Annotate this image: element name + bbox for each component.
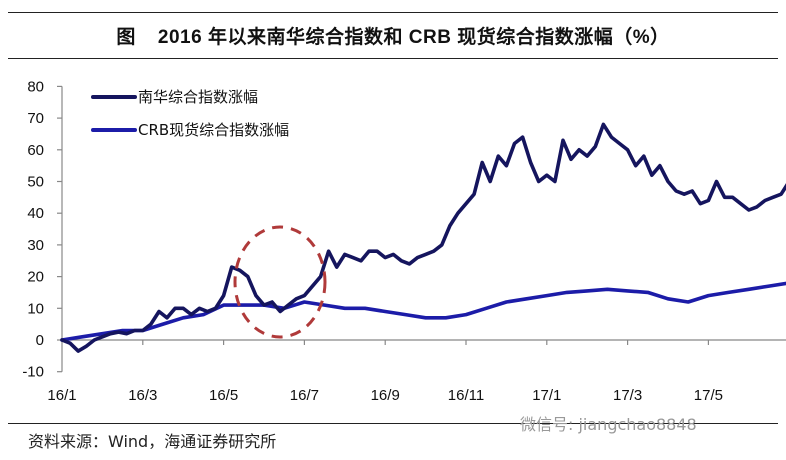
wechat-watermark: 微信号: jiangchao8848	[520, 415, 697, 434]
line-chart: -10 0 10 20 30 40 50 60 70 80 16/1 16/3 16/5 16/7 16/9…	[22, 78, 786, 404]
chart-title-text: 2016 年以来南华综合指数和 CRB 现货综合指数涨幅（%）	[157, 27, 670, 48]
y-tick-label: 40	[27, 205, 44, 222]
series-layer	[60, 122, 786, 353]
annotation-layer	[233, 225, 327, 339]
x-tick-label: 17/1	[532, 387, 561, 404]
annotation-dashed-circle	[233, 225, 327, 339]
x-tick-label: 17/5	[694, 387, 723, 404]
x-tick-label: 17/3	[613, 387, 642, 404]
chart-title: 图 2016 年以来南华综合指数和 CRB 现货综合指数涨幅（%）	[0, 22, 786, 49]
y-tick-label: 60	[27, 142, 44, 159]
y-tick-label: 20	[27, 269, 44, 286]
axes: -10 0 10 20 30 40 50 60 70 80 16/1 16/3 16/5 16/7 16/9…	[22, 78, 786, 404]
y-tick-label: -10	[22, 364, 44, 381]
y-tick-label: 70	[27, 110, 44, 127]
legend: 南华综合指数涨幅 CRB现货综合指数涨幅	[91, 88, 289, 139]
x-tick-label: 16/9	[371, 387, 400, 404]
y-tick-label: 50	[27, 174, 44, 191]
series-crb-line	[60, 281, 786, 342]
y-tick-label: 30	[27, 237, 44, 254]
legend-label-crb: CRB现货综合指数涨幅	[138, 121, 289, 139]
x-tick-label: 16/1	[47, 387, 76, 404]
source-note: 资料来源：Wind，海通证券研究所	[28, 432, 277, 451]
x-tick-label: 16/11	[448, 387, 484, 404]
y-tick-label: 0	[36, 332, 44, 349]
series-nanhua-line	[60, 122, 786, 353]
y-tick-label: 10	[27, 300, 44, 317]
x-tick-label: 16/7	[290, 387, 319, 404]
top-rule	[8, 12, 778, 13]
figure-label: 图	[116, 27, 136, 48]
legend-label-nanhua: 南华综合指数涨幅	[138, 88, 258, 106]
y-tick-label: 80	[27, 78, 44, 95]
x-tick-label: 16/5	[209, 387, 238, 404]
x-tick-label: 16/3	[128, 387, 157, 404]
title-bottom-rule	[8, 58, 778, 59]
bottom-rule	[8, 423, 778, 424]
